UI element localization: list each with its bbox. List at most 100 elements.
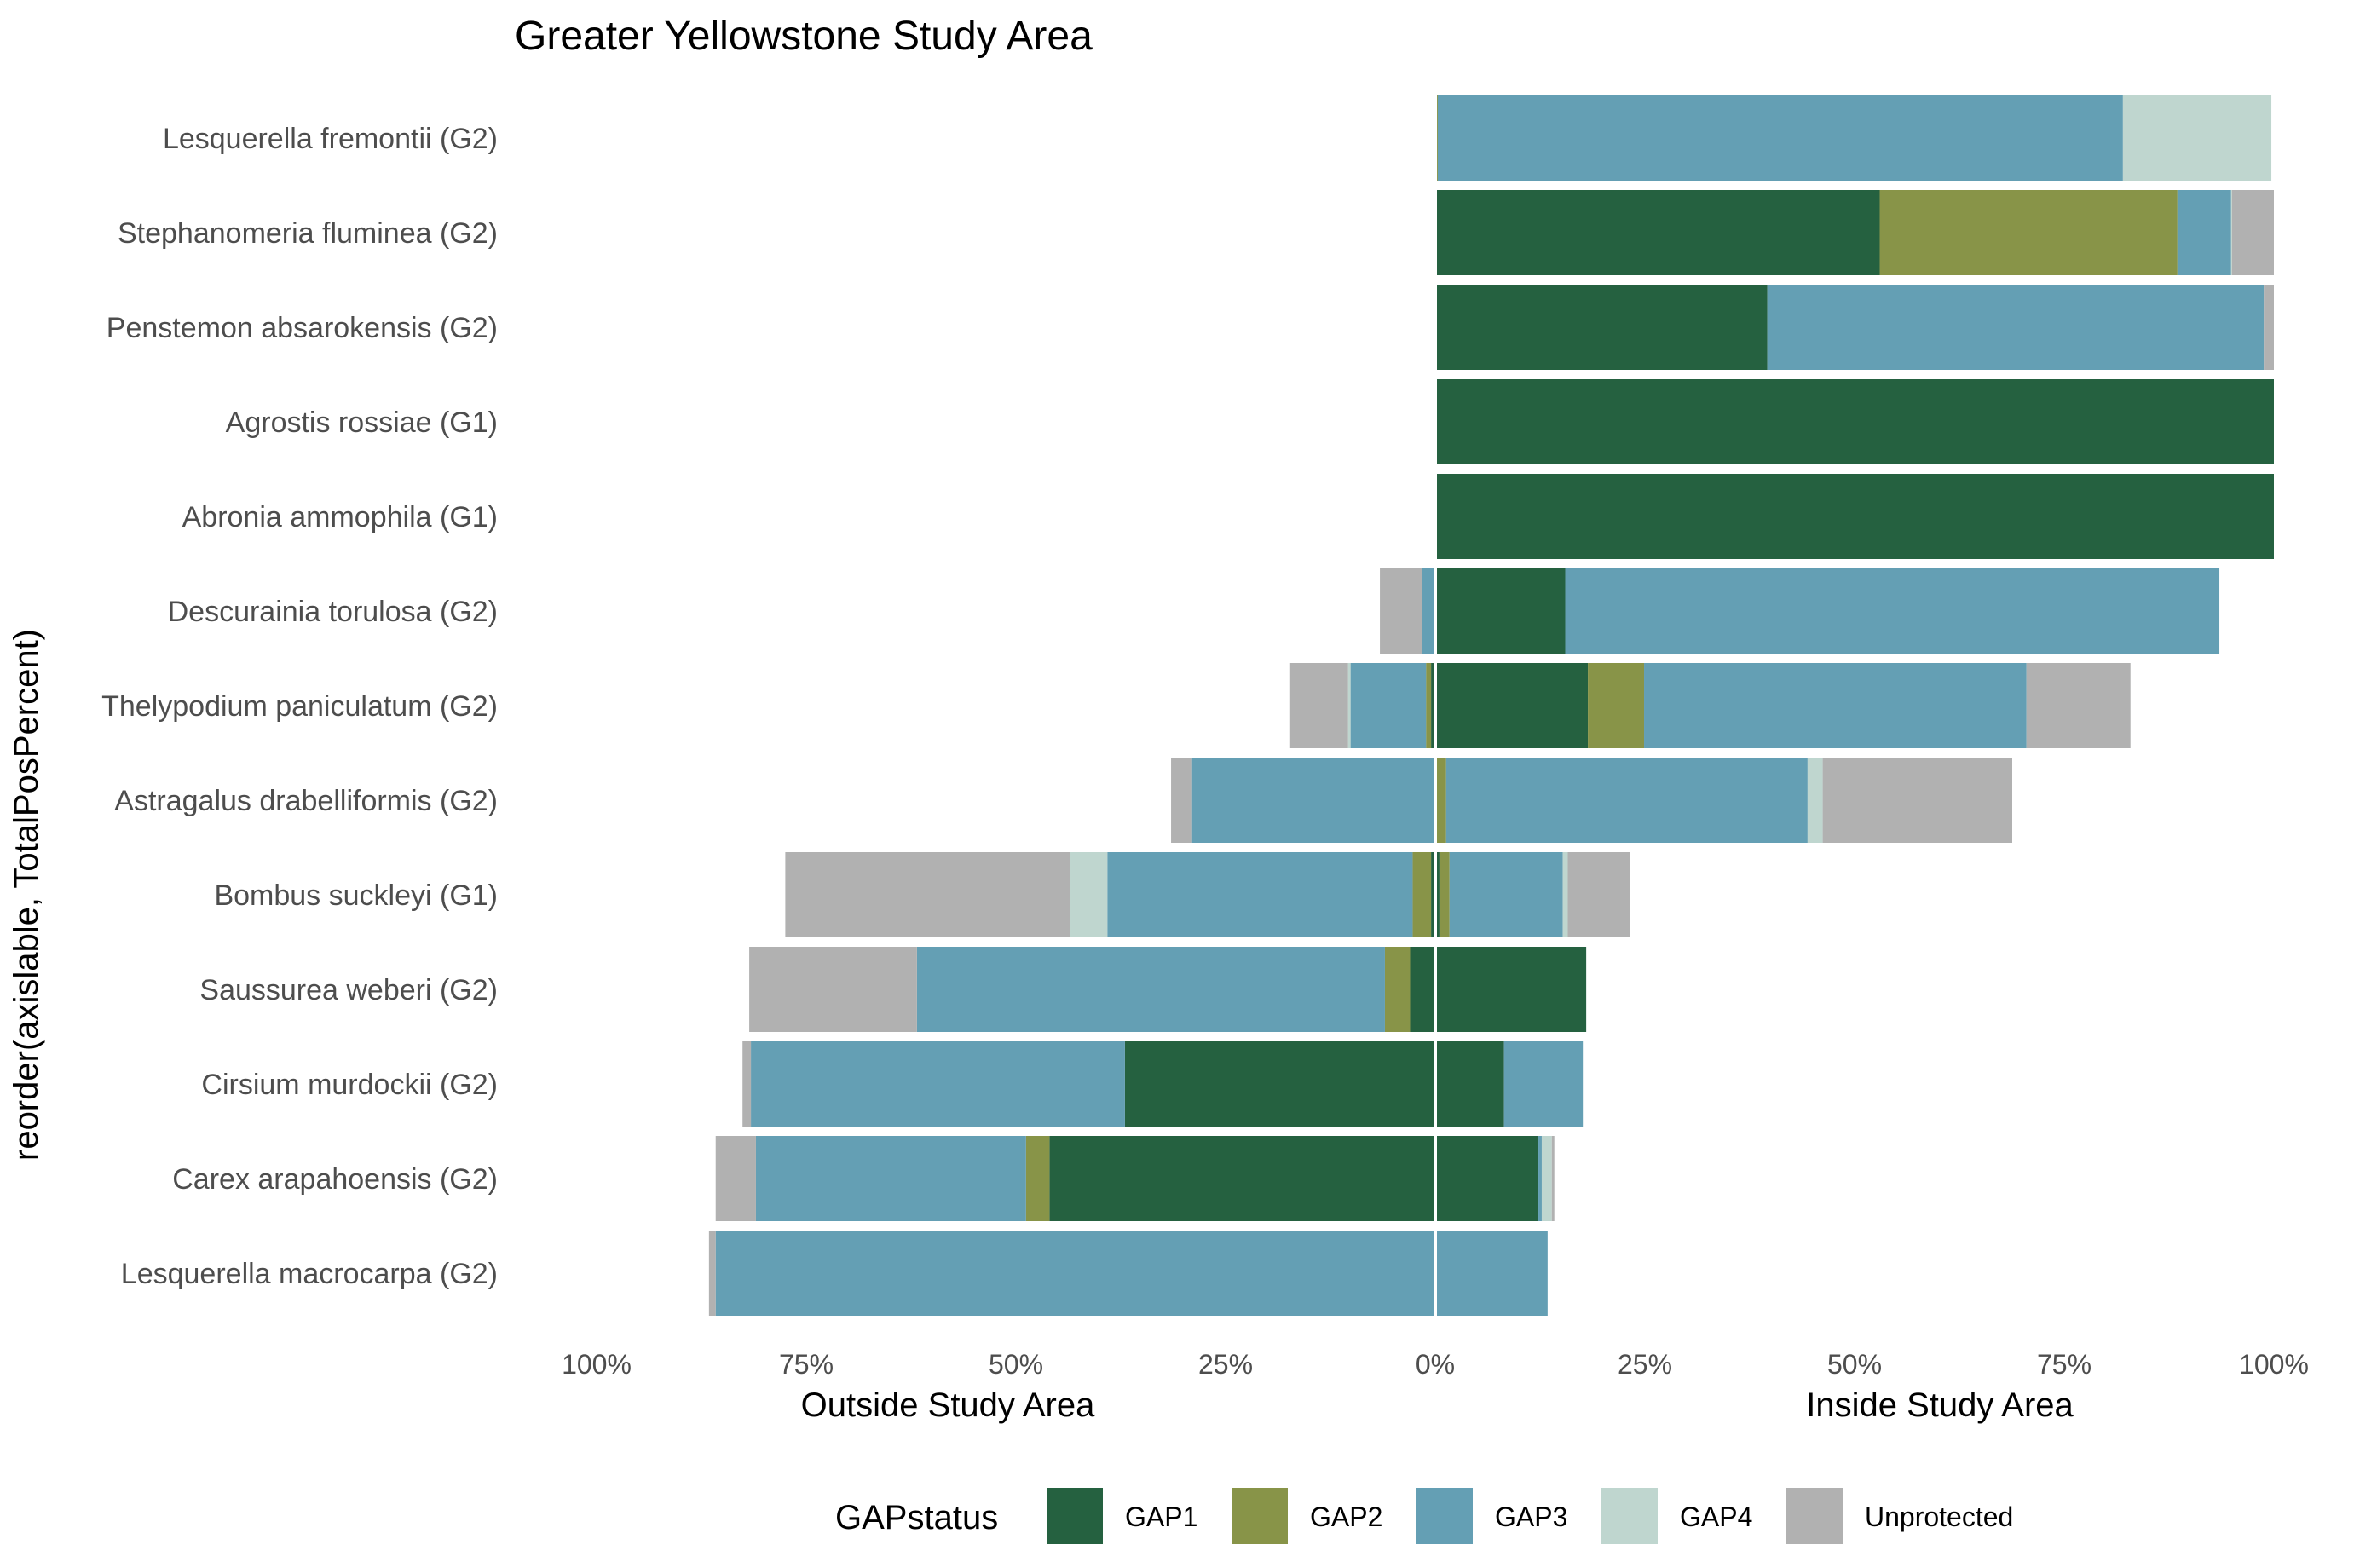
x-tick-label: 50%: [989, 1349, 1043, 1380]
bar-outside-unprotected: [708, 1231, 716, 1316]
category-label: Agrostis rossiae (G1): [226, 406, 498, 439]
legend-swatch-unprotected: [1786, 1488, 1843, 1544]
bar-inside-gap4: [1562, 852, 1568, 937]
bar-inside-gap3: [1449, 852, 1563, 937]
bar-inside-gap3: [1644, 663, 2027, 748]
bar-inside-gap1: [1435, 663, 1589, 748]
bar-outside-gap3: [1107, 852, 1413, 937]
bar-inside-gap3: [1435, 1231, 1548, 1316]
bar-inside-unprotected: [2026, 663, 2131, 748]
bar-inside-gap3: [1565, 568, 2220, 654]
x-axis-title-inside: Inside Study Area: [1806, 1386, 2074, 1424]
bar-outside-gap2: [1412, 852, 1432, 937]
x-tick-label: 25%: [1198, 1349, 1253, 1380]
category-label: Thelypodium paniculatum (G2): [101, 690, 498, 723]
bar-inside-gap3: [1437, 95, 2123, 181]
bar-outside-gap2: [1384, 947, 1411, 1032]
legend-title: GAPstatus: [835, 1499, 998, 1536]
bar-outside-gap3: [1422, 568, 1435, 654]
bar-outside-unprotected: [1171, 758, 1192, 843]
category-label: Astragalus drabelliformis (G2): [114, 785, 498, 817]
bar-inside-gap1: [1435, 190, 1880, 275]
x-tick-labels: 100% 75% 50% 25% 0% 25% 50% 75% 100%: [562, 1349, 2309, 1380]
bar-outside-gap1: [1431, 663, 1435, 748]
bar-outside-gap1: [1410, 947, 1435, 1032]
legend-label: GAP1: [1125, 1502, 1197, 1532]
bar-outside-unprotected: [749, 947, 917, 1032]
bar-outside-gap3: [715, 1231, 1435, 1316]
bar-outside-unprotected: [785, 852, 1070, 937]
category-labels: Lesquerella fremontii (G2) Stephanomeria …: [101, 123, 498, 1290]
x-tick-label: 75%: [779, 1349, 834, 1380]
bar-outside-gap4: [1070, 852, 1108, 937]
x-axis-title-outside: Outside Study Area: [801, 1386, 1095, 1424]
bar-inside-gap1: [1435, 1136, 1539, 1221]
bar-outside-gap2: [1025, 1136, 1050, 1221]
bar-inside-gap1: [1435, 474, 2274, 559]
bar-inside-gap1: [1435, 379, 2274, 464]
bar-inside-gap3: [2177, 190, 2231, 275]
bar-outside-gap3: [1191, 758, 1435, 843]
bar-outside-unprotected: [1380, 568, 1422, 654]
x-tick-label: 75%: [2037, 1349, 2091, 1380]
category-label: Bombus suckleyi (G1): [214, 879, 498, 912]
bar-inside-gap4: [2122, 95, 2272, 181]
x-tick-label: 0%: [1416, 1349, 1455, 1380]
legend-swatch-gap3: [1416, 1488, 1473, 1544]
bar-inside-gap1: [1435, 568, 1566, 654]
legend: GAPstatus GAP1 GAP2 GAP3 GAP4 Unprotected: [835, 1488, 2013, 1544]
category-label: Cirsium murdockii (G2): [201, 1069, 498, 1101]
x-tick-label: 100%: [562, 1349, 632, 1380]
legend-label: Unprotected: [1865, 1502, 2013, 1532]
bar-inside-gap1: [1435, 852, 1440, 937]
category-label: Penstemon absarokensis (G2): [107, 312, 498, 344]
category-label: Saussurea weberi (G2): [199, 974, 498, 1006]
chart-title: Greater Yellowstone Study Area: [515, 14, 1093, 59]
bar-inside-gap4: [1807, 758, 1823, 843]
bar-outside-gap3: [755, 1136, 1026, 1221]
x-tick-label: 100%: [2239, 1349, 2309, 1380]
bar-inside-gap4: [1541, 1136, 1552, 1221]
bar-outside-unprotected: [1289, 663, 1348, 748]
category-label: Descurainia torulosa (G2): [168, 596, 498, 628]
bar-outside-unprotected: [715, 1136, 756, 1221]
bar-inside-gap2: [1435, 758, 1446, 843]
legend-swatch-gap1: [1047, 1488, 1103, 1544]
bar-outside-gap3: [916, 947, 1385, 1032]
bar-inside-gap1: [1435, 947, 1587, 1032]
bar-outside-gap1: [1124, 1041, 1435, 1127]
category-label: Abronia ammophila (G1): [182, 501, 498, 533]
bar-inside-gap4: [2230, 190, 2232, 275]
bar-inside-unprotected: [1551, 1136, 1555, 1221]
bar-inside-unprotected: [1822, 758, 2012, 843]
bar-outside-gap3: [1350, 663, 1427, 748]
category-label: Carex arapahoensis (G2): [172, 1163, 498, 1196]
x-tick-label: 50%: [1827, 1349, 1882, 1380]
bar-inside-gap2: [1588, 663, 1645, 748]
bar-inside-unprotected: [1567, 852, 1630, 937]
bar-inside-gap1: [1435, 285, 1768, 370]
bar-outside-gap1: [1431, 852, 1435, 937]
legend-label: GAP2: [1310, 1502, 1382, 1532]
category-label: Lesquerella macrocarpa (G2): [121, 1258, 498, 1290]
legend-swatch-gap2: [1232, 1488, 1288, 1544]
bar-inside-gap2: [1879, 190, 2178, 275]
bar-inside-gap3: [1445, 758, 1808, 843]
x-tick-label: 25%: [1618, 1349, 1672, 1380]
bar-inside-unprotected: [2264, 285, 2274, 370]
bar-outside-gap2: [1426, 663, 1432, 748]
bar-outside-gap3: [751, 1041, 1125, 1127]
bar-outside-gap1: [1049, 1136, 1435, 1221]
category-label: Stephanomeria fluminea (G2): [118, 217, 498, 250]
bar-inside-gap3: [1767, 285, 2265, 370]
bars-group: [708, 95, 2274, 1316]
bar-inside-gap3: [1538, 1136, 1542, 1221]
bar-inside-gap1: [1435, 1041, 1504, 1127]
bar-inside-unprotected: [2231, 190, 2274, 275]
bar-outside-unprotected: [742, 1041, 752, 1127]
legend-label: GAP4: [1680, 1502, 1752, 1532]
bar-outside-gap4: [1347, 663, 1351, 748]
y-axis-title: reorder(axislable, TotalPosPercent): [8, 629, 45, 1161]
legend-label: GAP3: [1495, 1502, 1567, 1532]
